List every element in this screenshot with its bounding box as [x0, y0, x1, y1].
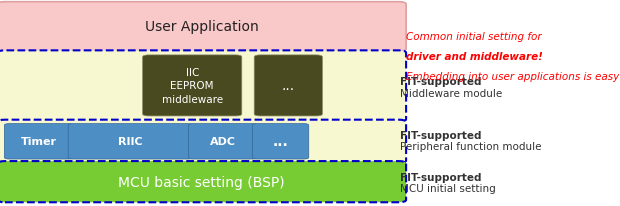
FancyBboxPatch shape: [0, 161, 406, 202]
FancyBboxPatch shape: [252, 124, 309, 159]
Text: FIT-supported: FIT-supported: [400, 77, 481, 87]
Text: MCU initial setting: MCU initial setting: [400, 183, 495, 193]
FancyBboxPatch shape: [4, 124, 73, 159]
Text: ...: ...: [273, 135, 288, 149]
Text: FIT-supported: FIT-supported: [400, 172, 481, 182]
FancyBboxPatch shape: [188, 124, 257, 159]
Text: Middleware module: Middleware module: [400, 88, 502, 98]
Text: RIIC: RIIC: [118, 137, 143, 147]
Text: Timer: Timer: [20, 137, 57, 147]
Text: driver and middleware!: driver and middleware!: [406, 52, 543, 62]
FancyBboxPatch shape: [254, 56, 322, 116]
Text: Peripheral function module: Peripheral function module: [400, 142, 541, 152]
Text: MCU basic setting (BSP): MCU basic setting (BSP): [118, 175, 285, 189]
Text: Embedding into user applications is easy: Embedding into user applications is easy: [406, 71, 619, 81]
FancyBboxPatch shape: [0, 3, 406, 52]
FancyBboxPatch shape: [0, 51, 406, 122]
FancyBboxPatch shape: [143, 56, 242, 116]
Text: ADC: ADC: [210, 137, 236, 147]
Text: User Application: User Application: [145, 20, 259, 34]
FancyBboxPatch shape: [68, 124, 193, 159]
Text: FIT-supported: FIT-supported: [400, 130, 481, 140]
Text: IIC
EEPROM
middleware: IIC EEPROM middleware: [162, 68, 223, 104]
Text: ...: ...: [281, 79, 295, 93]
FancyBboxPatch shape: [0, 120, 406, 163]
Text: Common initial setting for: Common initial setting for: [406, 32, 542, 42]
